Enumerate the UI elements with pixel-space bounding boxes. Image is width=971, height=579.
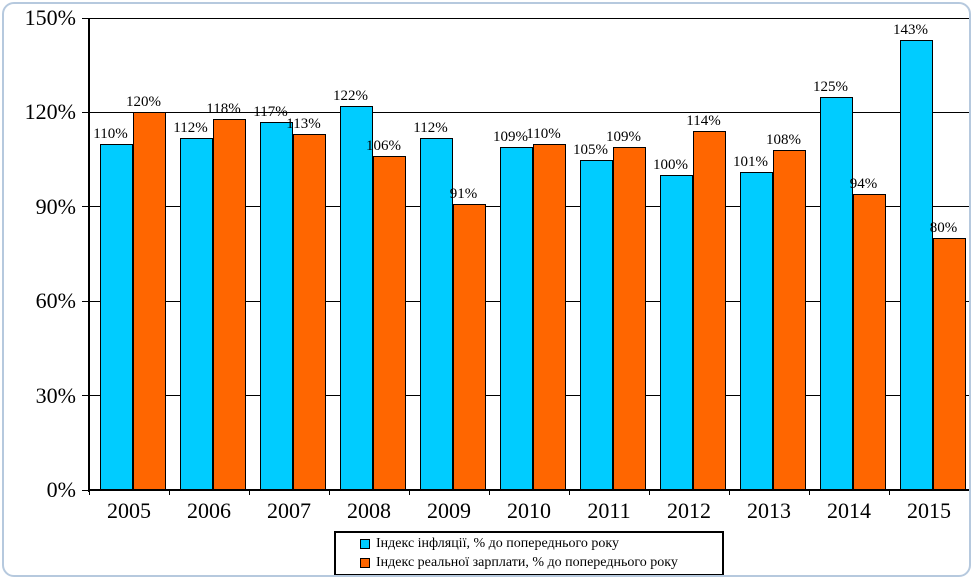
bar-label-inflation-2006: 112% xyxy=(173,119,208,136)
bar-label-real-wage-2010: 110% xyxy=(526,125,561,142)
x-axis-label: 2006 xyxy=(187,498,231,523)
y-axis-label: 150% xyxy=(24,5,76,30)
bar-label-inflation-2012: 100% xyxy=(653,157,688,174)
bar-inflation-2012 xyxy=(660,175,693,490)
bar-label-inflation-2014: 125% xyxy=(813,78,848,95)
bar-inflation-2014 xyxy=(820,96,853,490)
bar-label-inflation-2011: 105% xyxy=(573,141,608,158)
legend: Індекс інфляції, % до попереднього року … xyxy=(334,531,724,575)
x-axis-label: 2013 xyxy=(747,498,791,523)
bar-real-wage-2011 xyxy=(613,147,646,490)
y-axis-tick xyxy=(82,395,89,397)
bar-label-real-wage-2008: 106% xyxy=(366,138,401,155)
bar-label-real-wage-2014: 94% xyxy=(849,176,878,193)
x-axis-tick xyxy=(489,490,490,495)
y-axis-tick xyxy=(82,17,89,19)
bar-inflation-2015 xyxy=(900,40,933,490)
y-axis-line xyxy=(88,18,90,492)
x-axis-tick xyxy=(649,490,650,495)
x-axis-tick xyxy=(729,490,730,495)
x-axis-label: 2008 xyxy=(347,498,391,523)
bar-real-wage-2012 xyxy=(693,131,726,490)
bar-inflation-2011 xyxy=(580,159,613,490)
x-axis-label: 2009 xyxy=(427,498,471,523)
bar-real-wage-2006 xyxy=(213,118,246,490)
x-axis-tick xyxy=(409,490,410,495)
bar-label-inflation-2013: 101% xyxy=(733,154,768,171)
bar-label-real-wage-2009: 91% xyxy=(449,185,478,202)
y-axis-label: 0% xyxy=(46,477,76,502)
y-axis-tick xyxy=(82,206,89,208)
bar-label-real-wage-2012: 114% xyxy=(686,113,721,130)
bar-label-inflation-2005: 110% xyxy=(93,125,128,142)
x-axis-label: 2005 xyxy=(107,498,151,523)
bar-inflation-2013 xyxy=(740,172,773,490)
y-axis-tick xyxy=(82,489,89,491)
bar-real-wage-2010 xyxy=(533,143,566,490)
y-axis-tick xyxy=(82,300,89,302)
bar-inflation-2010 xyxy=(500,147,533,490)
bar-real-wage-2013 xyxy=(773,150,806,490)
y-axis-label: 60% xyxy=(35,288,76,314)
x-axis-label: 2007 xyxy=(267,498,311,523)
bar-real-wage-2005 xyxy=(133,112,166,490)
x-axis-tick xyxy=(969,490,970,495)
x-axis-label: 2015 xyxy=(907,498,951,523)
bar-label-real-wage-2007: 113% xyxy=(286,116,321,133)
x-axis-tick xyxy=(169,490,170,495)
bar-real-wage-2007 xyxy=(293,134,326,490)
bar-label-real-wage-2005: 120% xyxy=(126,94,161,111)
bar-label-inflation-2007: 117% xyxy=(253,103,288,120)
x-axis-label: 2012 xyxy=(667,498,711,523)
x-axis-label: 2011 xyxy=(587,498,631,523)
x-axis-tick xyxy=(889,490,890,495)
y-axis-label: 120% xyxy=(24,99,76,125)
legend-item-inflation: Індекс інфляції, % до попереднього року xyxy=(360,536,722,552)
x-axis-tick xyxy=(89,490,90,495)
x-axis-label: 2014 xyxy=(827,498,871,523)
legend-label-real-wage: Індекс реальної зарплати, % до попереднь… xyxy=(376,555,678,570)
inflation-series-swatch-icon xyxy=(360,539,370,549)
bar-real-wage-2009 xyxy=(453,203,486,490)
bar-real-wage-2015 xyxy=(933,238,966,490)
bar-label-real-wage-2013: 108% xyxy=(766,132,801,149)
bar-real-wage-2008 xyxy=(373,156,406,490)
x-axis-tick xyxy=(569,490,570,495)
y-axis-label: 90% xyxy=(35,193,76,219)
y-gridline xyxy=(89,111,969,113)
legend-item-real-wage: Індекс реальної зарплати, % до попереднь… xyxy=(360,555,722,571)
bar-inflation-2006 xyxy=(180,137,213,490)
bar-inflation-2005 xyxy=(100,143,133,490)
x-axis-label: 2010 xyxy=(507,498,551,523)
y-gridline xyxy=(89,17,969,19)
legend-label-inflation: Індекс інфляції, % до попереднього року xyxy=(376,536,619,551)
bar-inflation-2008 xyxy=(340,106,373,490)
bar-inflation-2007 xyxy=(260,121,293,490)
bar-label-inflation-2008: 122% xyxy=(333,88,368,105)
bar-real-wage-2014 xyxy=(853,194,886,490)
x-axis-line xyxy=(88,489,969,491)
bar-label-inflation-2010: 109% xyxy=(493,129,528,145)
x-axis-tick xyxy=(809,490,810,495)
bar-label-inflation-2015: 143% xyxy=(893,22,928,39)
bar-inflation-2009 xyxy=(420,137,453,490)
bar-label-real-wage-2015: 80% xyxy=(929,220,958,237)
y-axis-label: 30% xyxy=(35,382,76,408)
x-axis-tick xyxy=(329,490,330,495)
real-wage-series-swatch-icon xyxy=(360,558,370,568)
bar-label-real-wage-2006: 118% xyxy=(206,100,241,117)
x-axis-tick xyxy=(249,490,250,495)
bar-label-inflation-2009: 112% xyxy=(413,119,448,136)
bar-label-real-wage-2011: 109% xyxy=(606,129,641,145)
y-axis-tick xyxy=(82,111,89,113)
